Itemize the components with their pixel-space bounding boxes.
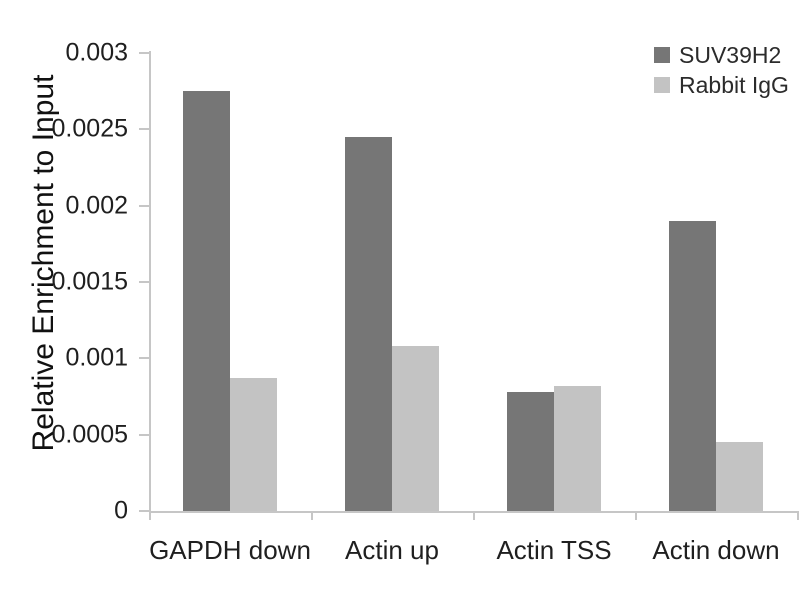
x-tick-mark [473, 511, 475, 520]
y-tick-mark [139, 433, 149, 436]
x-tick-mark [635, 511, 637, 520]
x-category-label: GAPDH down [149, 535, 311, 565]
y-tick-label: 0.0005 [51, 420, 128, 449]
legend-swatch-icon [654, 77, 670, 93]
x-category-label: Actin down [652, 535, 780, 565]
bar-suv39h2 [345, 136, 392, 511]
x-tick-mark [149, 511, 151, 520]
legend-label: Rabbit IgG [679, 71, 789, 98]
legend-item: Rabbit IgG [654, 72, 789, 98]
y-tick-label: 0.001 [65, 343, 128, 372]
y-tick-label: 0.0015 [51, 267, 128, 296]
y-tick-mark [139, 510, 149, 512]
bar-rabbit-igg [716, 442, 763, 511]
y-tick-mark [139, 52, 149, 54]
y-tick-mark [139, 128, 149, 131]
bar-rabbit-igg [554, 385, 601, 511]
legend-item: SUV39H2 [654, 42, 789, 68]
bar-rabbit-igg [392, 346, 439, 511]
y-tick-mark [139, 281, 149, 283]
bar-suv39h2 [669, 220, 716, 511]
y-tick-mark [139, 204, 149, 207]
y-tick-label: 0.002 [65, 191, 128, 220]
bar-rabbit-igg [230, 378, 277, 511]
y-tick-label: 0 [114, 496, 128, 525]
y-axis-line [149, 51, 151, 513]
y-tick-label: 0.0025 [51, 114, 128, 143]
x-tick-mark [797, 511, 799, 520]
x-category-label: Actin TSS [496, 535, 612, 565]
legend: SUV39H2 Rabbit IgG [654, 42, 789, 98]
x-category-label: Actin up [345, 535, 439, 565]
bar-suv39h2 [183, 91, 230, 511]
legend-label: SUV39H2 [679, 41, 782, 68]
y-tick-mark [139, 357, 149, 360]
y-tick-label: 0.003 [65, 38, 128, 67]
bar-suv39h2 [507, 391, 554, 511]
legend-swatch-icon [654, 47, 670, 63]
x-tick-mark [311, 511, 313, 520]
